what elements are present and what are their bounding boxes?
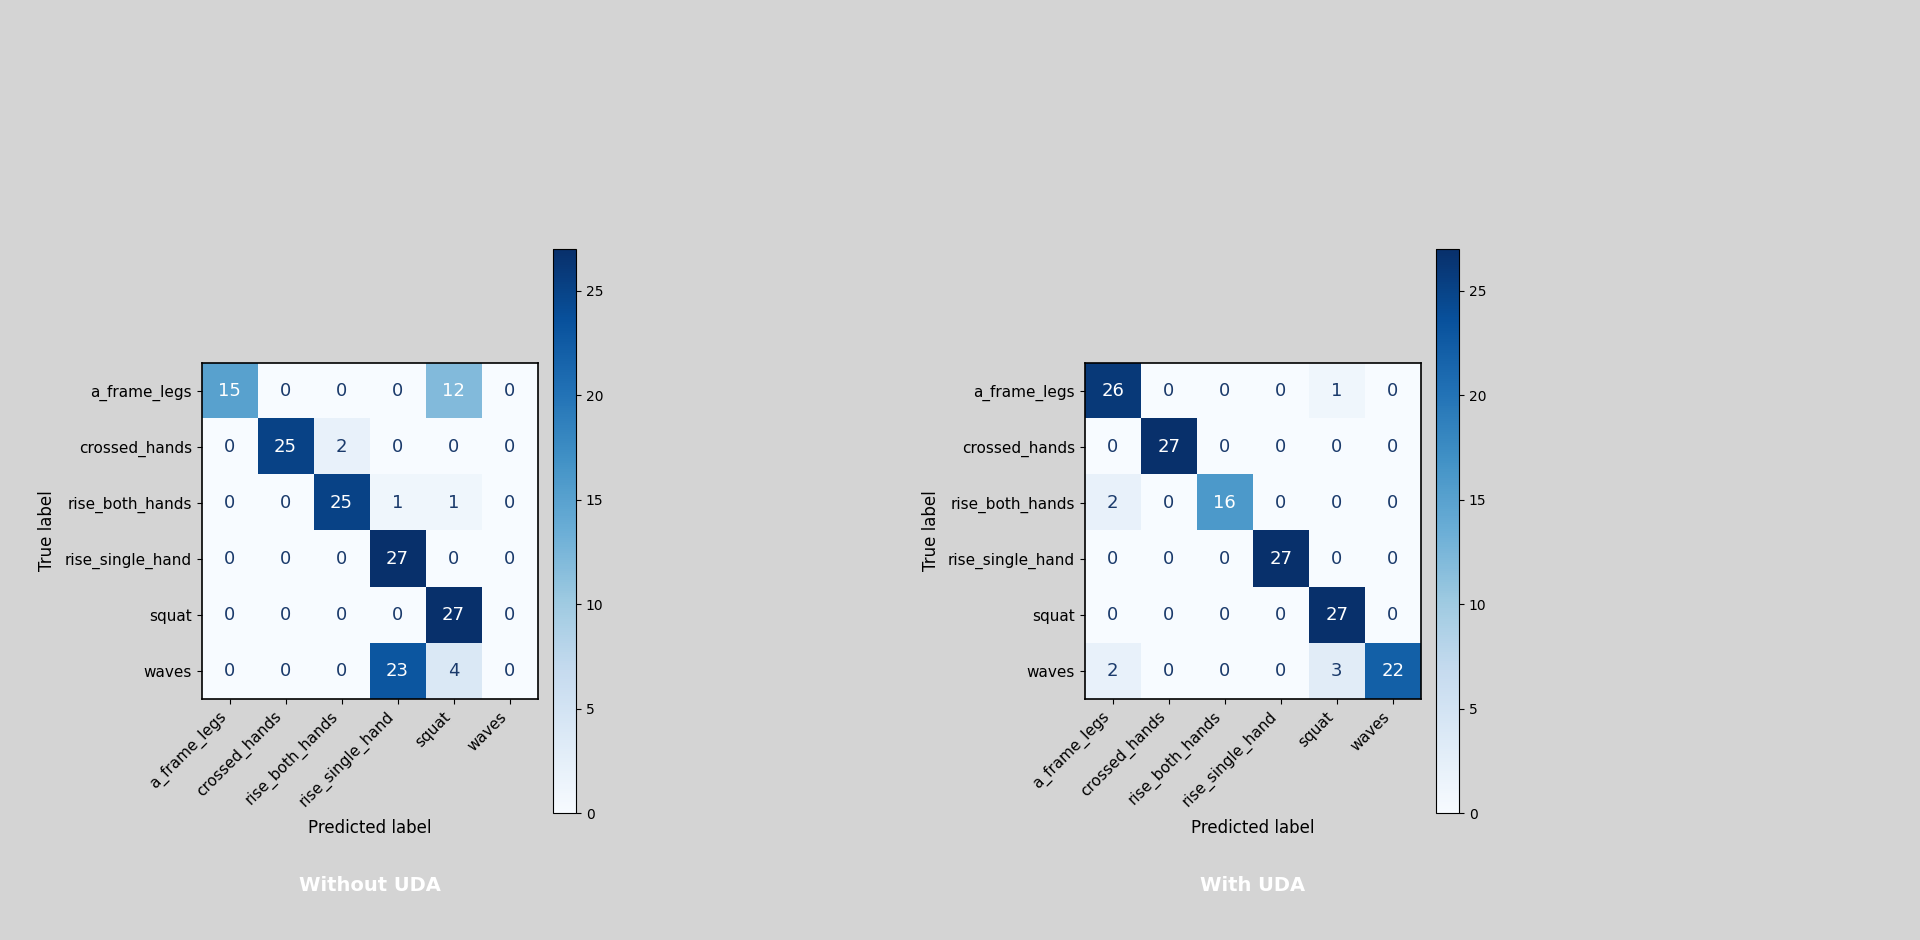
Text: 0: 0 (280, 606, 292, 624)
Text: 0: 0 (280, 494, 292, 512)
Text: 0: 0 (1108, 606, 1119, 624)
Text: 0: 0 (336, 382, 348, 400)
Text: 0: 0 (1386, 606, 1398, 624)
Text: 0: 0 (392, 438, 403, 456)
Text: 0: 0 (225, 494, 236, 512)
Text: 27: 27 (1325, 606, 1348, 624)
Text: 0: 0 (1275, 382, 1286, 400)
Text: 22: 22 (1380, 662, 1404, 681)
Text: 27: 27 (1158, 438, 1181, 456)
Text: 26: 26 (1102, 382, 1125, 400)
Text: 0: 0 (1164, 494, 1175, 512)
Text: 0: 0 (392, 606, 403, 624)
Text: 1: 1 (1331, 382, 1342, 400)
Text: 1: 1 (392, 494, 403, 512)
Text: 27: 27 (386, 550, 409, 568)
Text: 0: 0 (280, 382, 292, 400)
X-axis label: Predicted label: Predicted label (307, 819, 432, 837)
Text: 0: 0 (1164, 662, 1175, 681)
Text: 3: 3 (1331, 662, 1342, 681)
Text: 2: 2 (336, 438, 348, 456)
Text: 15: 15 (219, 382, 242, 400)
Text: 0: 0 (392, 382, 403, 400)
Text: 2: 2 (1108, 494, 1119, 512)
Text: 0: 0 (1275, 494, 1286, 512)
Text: 0: 0 (1331, 494, 1342, 512)
Text: 0: 0 (225, 662, 236, 681)
Text: 0: 0 (1219, 606, 1231, 624)
Text: With UDA: With UDA (1200, 876, 1306, 896)
Y-axis label: True label: True label (38, 491, 56, 572)
Text: 1: 1 (447, 494, 459, 512)
Text: 25: 25 (330, 494, 353, 512)
Text: 0: 0 (1386, 438, 1398, 456)
Text: 0: 0 (1219, 662, 1231, 681)
Text: 0: 0 (1331, 550, 1342, 568)
Text: 0: 0 (1275, 662, 1286, 681)
Text: 0: 0 (1164, 606, 1175, 624)
Text: 0: 0 (1386, 494, 1398, 512)
Text: 0: 0 (1219, 438, 1231, 456)
Text: 0: 0 (336, 550, 348, 568)
Text: 2: 2 (1108, 662, 1119, 681)
Text: 23: 23 (386, 662, 409, 681)
Text: 0: 0 (1275, 438, 1286, 456)
Text: 0: 0 (1331, 438, 1342, 456)
Text: 0: 0 (503, 438, 515, 456)
Text: 0: 0 (1275, 606, 1286, 624)
Text: 12: 12 (442, 382, 465, 400)
Text: 0: 0 (503, 382, 515, 400)
Text: 4: 4 (447, 662, 459, 681)
Text: 0: 0 (447, 438, 459, 456)
Text: 0: 0 (1108, 438, 1119, 456)
Text: 0: 0 (1108, 550, 1119, 568)
Text: 0: 0 (336, 662, 348, 681)
Text: 0: 0 (280, 662, 292, 681)
Text: 0: 0 (1164, 382, 1175, 400)
Y-axis label: True label: True label (922, 491, 939, 572)
Text: 27: 27 (442, 606, 465, 624)
Text: 0: 0 (503, 606, 515, 624)
Text: 0: 0 (447, 550, 459, 568)
Text: Without UDA: Without UDA (300, 876, 440, 896)
Text: 0: 0 (1219, 382, 1231, 400)
X-axis label: Predicted label: Predicted label (1190, 819, 1315, 837)
Text: 0: 0 (1164, 550, 1175, 568)
Text: 0: 0 (503, 494, 515, 512)
Text: 0: 0 (1219, 550, 1231, 568)
Text: 25: 25 (275, 438, 298, 456)
Text: 0: 0 (280, 550, 292, 568)
Text: 0: 0 (225, 550, 236, 568)
Text: 27: 27 (1269, 550, 1292, 568)
Text: 0: 0 (503, 662, 515, 681)
Text: 0: 0 (225, 438, 236, 456)
Text: 0: 0 (1386, 382, 1398, 400)
Text: 16: 16 (1213, 494, 1236, 512)
Text: 0: 0 (503, 550, 515, 568)
Text: 0: 0 (336, 606, 348, 624)
Text: 0: 0 (1386, 550, 1398, 568)
Text: 0: 0 (225, 606, 236, 624)
